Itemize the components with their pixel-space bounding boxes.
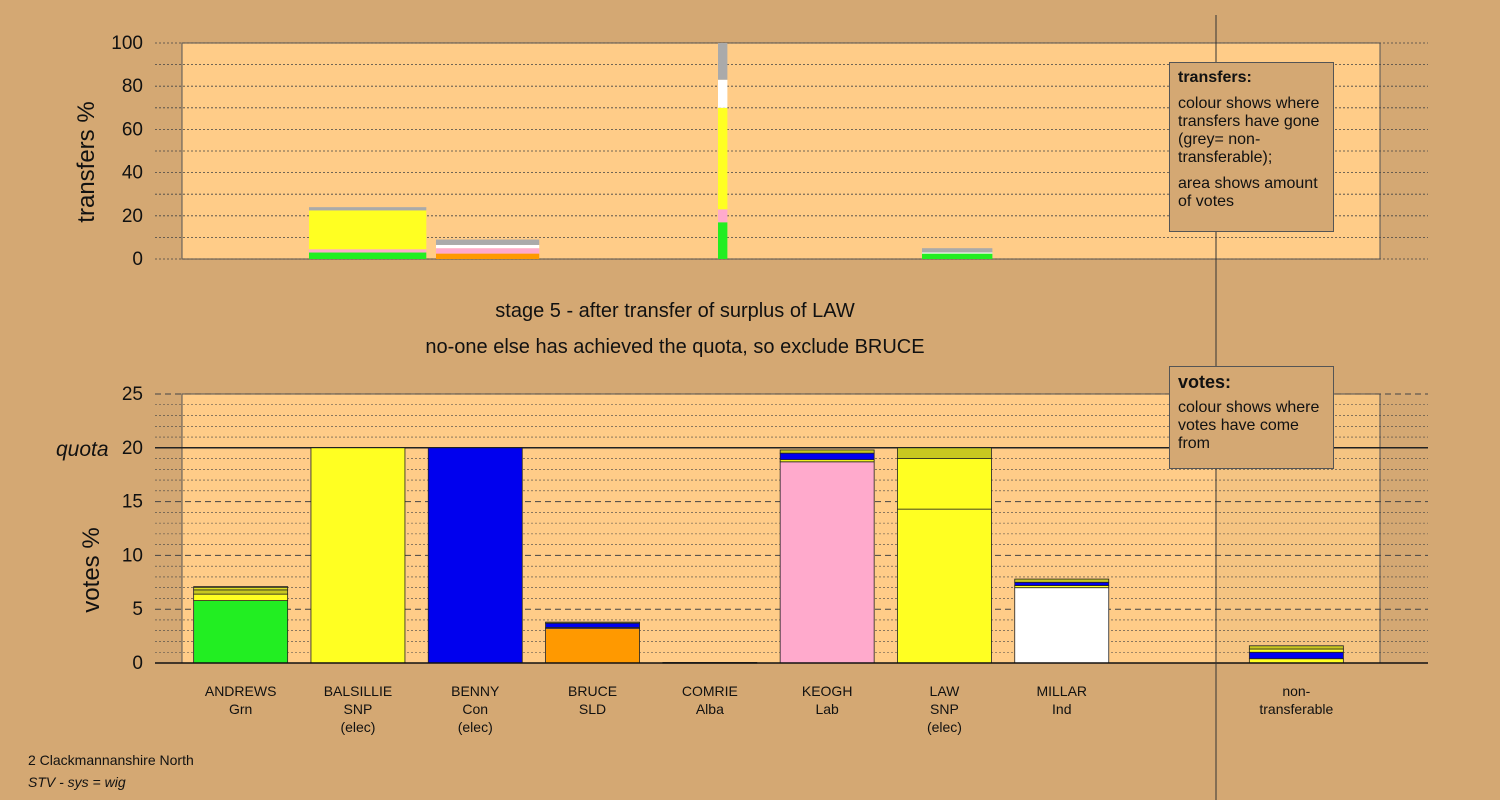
transfers-y-tick-label: 0 [132,249,143,270]
vote-bar-segment [310,447,406,664]
transfers-y-tick-label: 40 [122,163,143,184]
votes-legend-text1: colour shows where votes have come from [1178,399,1320,452]
transfers-legend-text1: colour shows where transfers have gone (… [1178,95,1320,166]
candidate-label: non- [1282,683,1310,699]
candidate-label: BRUCE [568,683,617,699]
transfers-y-tick-label: 60 [122,119,143,140]
votes-legend: votes: colour shows where votes have com… [1169,366,1334,469]
transfer-bar-segment [922,248,993,253]
transfer-bar-segment [718,222,728,259]
candidate-label: Lab [815,701,839,717]
transfers-legend-text2: area shows amount of votes [1178,175,1318,210]
vote-bar-segment [897,508,992,664]
candidate-label: SNP [344,701,373,717]
transfer-bar-segment [436,244,540,249]
candidate-label: SLD [579,701,606,717]
votes-y-tick-label: 10 [122,545,143,566]
candidate-label: BENNY [451,683,500,699]
candidate-label: (elec) [458,719,493,735]
vote-bar-segment [1014,587,1110,664]
transfer-bar-segment [718,43,728,80]
candidate-label: Con [462,701,488,717]
transfers-legend-title: transfers: [1178,69,1252,86]
vote-bar-segment [897,458,992,510]
candidate-label: LAW [930,683,961,699]
candidate-label: Grn [229,701,252,717]
candidate-label: SNP [930,701,959,717]
votes-y-tick-label: 25 [122,384,143,405]
candidate-label: Alba [696,701,724,717]
transfer-bar-segment [436,248,540,254]
vote-bar-segment [779,452,875,461]
transfers-legend: transfers: colour shows where transfers … [1169,62,1334,232]
vote-bar-segment [779,461,875,664]
vote-bar-segment [193,593,289,601]
transfers-y-tick-label: 100 [111,33,143,54]
candidate-label: Ind [1052,701,1071,717]
candidate-label: MILLAR [1036,683,1087,699]
vote-bar-segment [1248,651,1344,660]
votes-y-tick-label: 5 [132,599,143,620]
vote-bar-segment [193,600,289,664]
stage-heading: stage 5 - after transfer of surplus of L… [495,300,855,322]
vote-bar-segment [779,449,875,454]
vote-bar-segment [1014,578,1110,583]
vote-bar-segment [193,586,289,589]
transfer-bar-segment [309,207,427,211]
votes-y-tick-label: 0 [132,653,143,674]
system-label: STV - sys = wig [28,774,126,790]
vote-bar-segment [545,622,640,628]
votes-y-tick-label: 15 [122,492,143,513]
transfers-y-axis-label: transfers % [73,101,100,222]
candidate-label: (elec) [927,719,962,735]
candidate-label: (elec) [340,719,375,735]
votes-legend-title: votes: [1178,372,1232,392]
vote-bar-segment [193,589,289,595]
ward-label: 2 Clackmannanshire North [28,752,194,768]
vote-bar-segment [1014,581,1110,586]
transfer-bar-segment [309,252,427,259]
vote-bar-segment [1248,648,1344,653]
vote-bar-segment [545,628,640,664]
candidate-label: BALSILLIE [324,683,393,699]
candidate-label: COMRIE [682,683,738,699]
vote-bar-segment [427,447,523,664]
candidate-label: transferable [1259,701,1333,717]
transfer-bar-segment [436,239,540,245]
vote-bar-segment [545,621,640,624]
transfer-bar-segment [922,253,993,259]
stage-subheading: no-one else has achieved the quota, so e… [425,336,925,358]
vote-bar-segment [1248,645,1344,650]
transfers-y-tick-label: 80 [122,76,143,97]
candidate-label: KEOGH [802,683,853,699]
transfer-bar-segment [436,253,540,259]
votes-y-axis-label: votes % [78,527,105,612]
transfers-y-tick-label: 20 [122,206,143,227]
transfer-bar-segment [718,107,728,210]
transfer-bar-segment [718,209,728,223]
votes-y-tick-label: 20 [122,438,143,459]
candidate-label: ANDREWS [205,683,277,699]
transfer-bar-segment [718,79,728,108]
transfer-bar-segment [309,210,427,250]
vote-bar-segment [897,447,992,459]
quota-label: quota [56,438,109,461]
transfer-bar-segment [922,252,993,254]
transfer-bar-segment [309,249,427,253]
